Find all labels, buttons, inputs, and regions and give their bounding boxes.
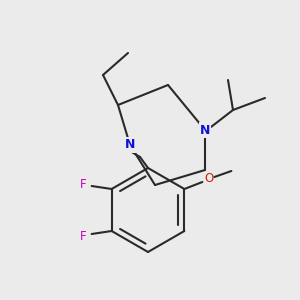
- Text: F: F: [80, 230, 87, 242]
- Text: N: N: [200, 124, 210, 136]
- Text: O: O: [205, 172, 214, 185]
- Text: F: F: [80, 178, 87, 190]
- Text: N: N: [125, 139, 135, 152]
